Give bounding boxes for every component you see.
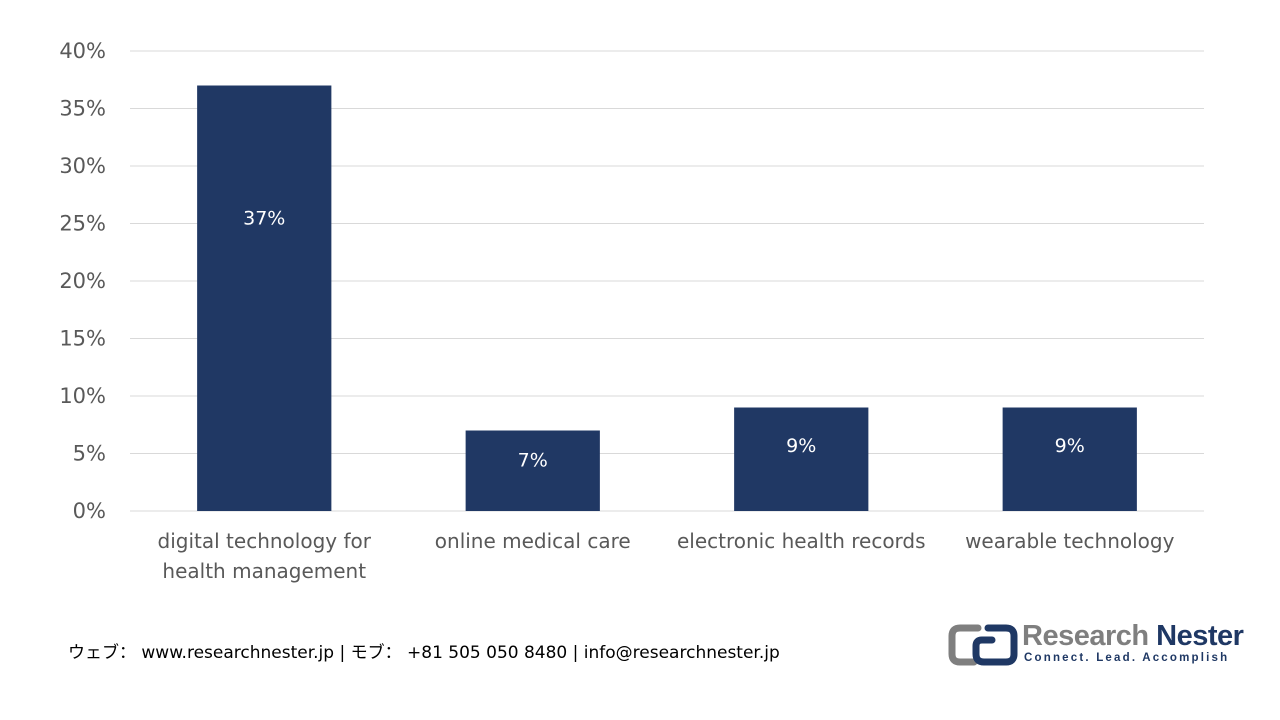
x-category-label: electronic health records	[677, 529, 926, 553]
company-logo: Research Nester Connect. Lead. Accomplis…	[946, 620, 1244, 670]
bar	[465, 430, 600, 511]
bar	[1002, 407, 1137, 511]
y-tick-label: 40%	[59, 39, 106, 63]
y-tick-label: 0%	[73, 499, 106, 523]
x-category-label: wearable technology	[965, 529, 1175, 553]
bar	[734, 407, 869, 511]
y-tick-label: 20%	[59, 269, 106, 293]
logo-tagline: Connect. Lead. Accomplish	[1024, 652, 1230, 664]
bar-value-label: 9%	[786, 435, 816, 457]
x-category-label: online medical care	[435, 529, 631, 553]
bar-value-label: 9%	[1055, 435, 1085, 457]
contact-footer: ウェブ： www.researchnester.jp | モブ： +81 505…	[68, 643, 780, 663]
y-tick-label: 10%	[59, 384, 106, 408]
y-axis: 0% 5% 10% 15% 20% 25% 30% 35% 40%	[59, 39, 106, 523]
y-tick-label: 15%	[59, 327, 106, 351]
x-category-label: digital technology for	[158, 529, 372, 553]
logo-wordmark: Research Nester	[1022, 620, 1244, 653]
research-nester-logo-icon	[948, 624, 1018, 666]
bar-value-label: 7%	[518, 449, 548, 471]
x-category-label: health management	[162, 559, 366, 583]
bars: 37% 7% 9% 9%	[197, 85, 1137, 511]
y-tick-label: 25%	[59, 212, 106, 236]
bar-value-label: 37%	[243, 208, 285, 230]
y-tick-label: 30%	[59, 154, 106, 178]
logo-word-nester: Nester	[1156, 620, 1244, 652]
y-tick-label: 35%	[59, 97, 106, 121]
x-axis: digital technology for health management o…	[158, 529, 1175, 583]
logo-word-research: Research	[1022, 620, 1149, 652]
bar	[197, 85, 332, 511]
bar-chart: 0% 5% 10% 15% 20% 25% 30% 35% 40% 37% 7% 9% 9% digi…	[59, 39, 1204, 583]
y-tick-label: 5%	[73, 442, 106, 466]
